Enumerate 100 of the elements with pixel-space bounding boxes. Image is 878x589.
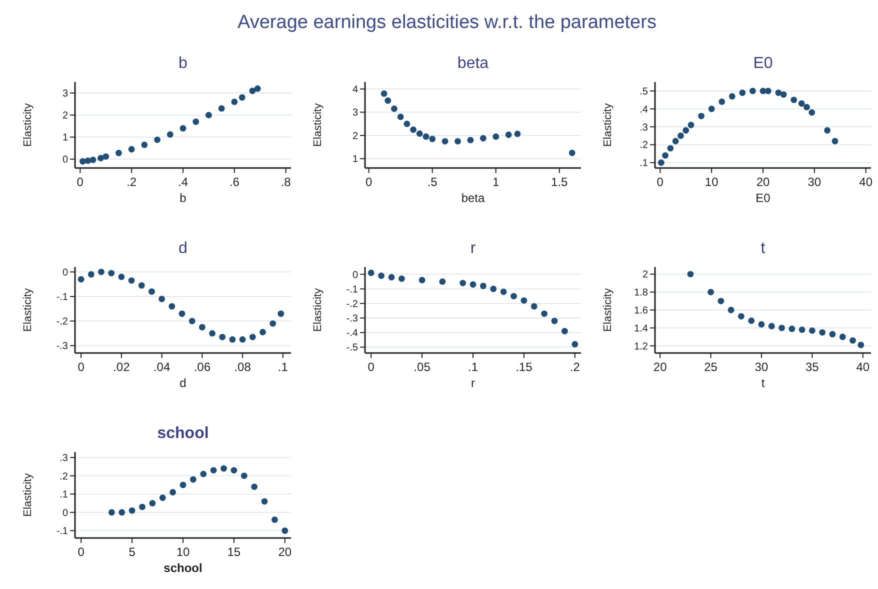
x-tick-label: 40 (859, 175, 873, 189)
y-tick-label: -.3 (346, 314, 358, 325)
y-tick-label: 1 (352, 154, 358, 166)
point (658, 159, 664, 166)
point (192, 118, 200, 125)
point (824, 127, 830, 134)
x-tick-label: 0 (76, 175, 84, 189)
chart-title: beta (457, 55, 489, 72)
point (858, 342, 864, 348)
point (514, 130, 521, 138)
chart-title: r (470, 240, 476, 257)
x-tick-label: 30 (754, 360, 768, 374)
x-tick-label: 10 (704, 175, 719, 189)
y-tick-label: -.4 (346, 328, 358, 340)
point (728, 306, 734, 314)
x-axis-title: school (164, 561, 202, 575)
point (148, 288, 155, 295)
point (139, 504, 146, 510)
point (775, 90, 782, 96)
point (230, 467, 238, 474)
y-tick-label: .4 (640, 104, 648, 116)
point (220, 465, 227, 472)
point (850, 337, 856, 344)
point (249, 88, 256, 94)
y-axis-title: Elasticity (312, 288, 324, 332)
y-tick-label: .2 (640, 140, 648, 152)
x-tick-label: 1 (492, 175, 500, 189)
x-tick-label: .5 (427, 175, 438, 189)
y-tick-label: 2 (642, 270, 648, 281)
point (141, 142, 148, 148)
point (229, 336, 236, 343)
point (718, 298, 724, 304)
point (166, 131, 174, 138)
point (118, 509, 126, 516)
y-tick-label: 1.2 (634, 341, 648, 352)
y-tick-label: -.1 (56, 526, 68, 538)
point (254, 85, 261, 92)
point (200, 470, 207, 478)
point (738, 313, 744, 320)
point (688, 122, 694, 128)
point (116, 150, 122, 156)
point (218, 105, 225, 112)
point (270, 320, 276, 327)
point (231, 98, 238, 106)
x-tick-label: .6 (229, 175, 240, 189)
point (682, 127, 690, 134)
x-tick-label: 40 (856, 360, 870, 374)
x-tick-label: .1 (468, 360, 478, 374)
point (180, 125, 186, 132)
point (778, 324, 785, 332)
point (829, 330, 836, 338)
y-tick-label: 0 (62, 267, 68, 278)
point (790, 96, 798, 104)
point (118, 274, 125, 280)
x-axis-title: r (471, 376, 475, 390)
point (206, 112, 212, 118)
y-tick-label: -.2 (56, 316, 68, 328)
point (416, 130, 423, 137)
point (98, 154, 104, 162)
x-tick-label: 30 (808, 175, 822, 189)
y-tick-label: -.1 (346, 284, 358, 296)
point (78, 276, 84, 282)
y-axis-title: Elasticity (22, 102, 34, 147)
x-tick-label: .1 (278, 360, 288, 374)
y-tick-label: 1.6 (634, 306, 648, 316)
point (180, 482, 186, 488)
point (798, 326, 806, 333)
point (562, 328, 568, 334)
point (378, 272, 384, 279)
point (380, 90, 388, 97)
x-tick-label: 15 (227, 545, 241, 559)
point (398, 275, 405, 282)
point (505, 132, 512, 138)
point (260, 328, 266, 336)
x-tick-label: .02 (113, 360, 130, 374)
point (768, 322, 775, 330)
x-axis-title: b (180, 191, 187, 205)
point (128, 146, 135, 152)
chart-title: b (178, 55, 188, 72)
chart-title: school (157, 425, 209, 442)
point (429, 136, 436, 142)
point (758, 321, 765, 328)
point (460, 280, 466, 286)
x-tick-label: .08 (234, 360, 252, 374)
text: Average earnings elasticities w.r.t. the parameters (238, 12, 656, 33)
point (454, 138, 461, 144)
x-axis-title: E0 (756, 191, 771, 205)
y-tick-label: 0 (352, 270, 358, 281)
point (168, 303, 176, 310)
point (662, 152, 668, 159)
point (190, 476, 196, 483)
y-tick-label: 1.8 (634, 288, 648, 299)
point (490, 286, 497, 292)
point (388, 274, 395, 280)
x-tick-label: 20 (653, 360, 668, 374)
point (282, 527, 288, 534)
point (90, 156, 96, 164)
point (249, 334, 256, 340)
x-axis-title: t (761, 376, 766, 390)
y-tick-label: -.1 (56, 292, 68, 303)
